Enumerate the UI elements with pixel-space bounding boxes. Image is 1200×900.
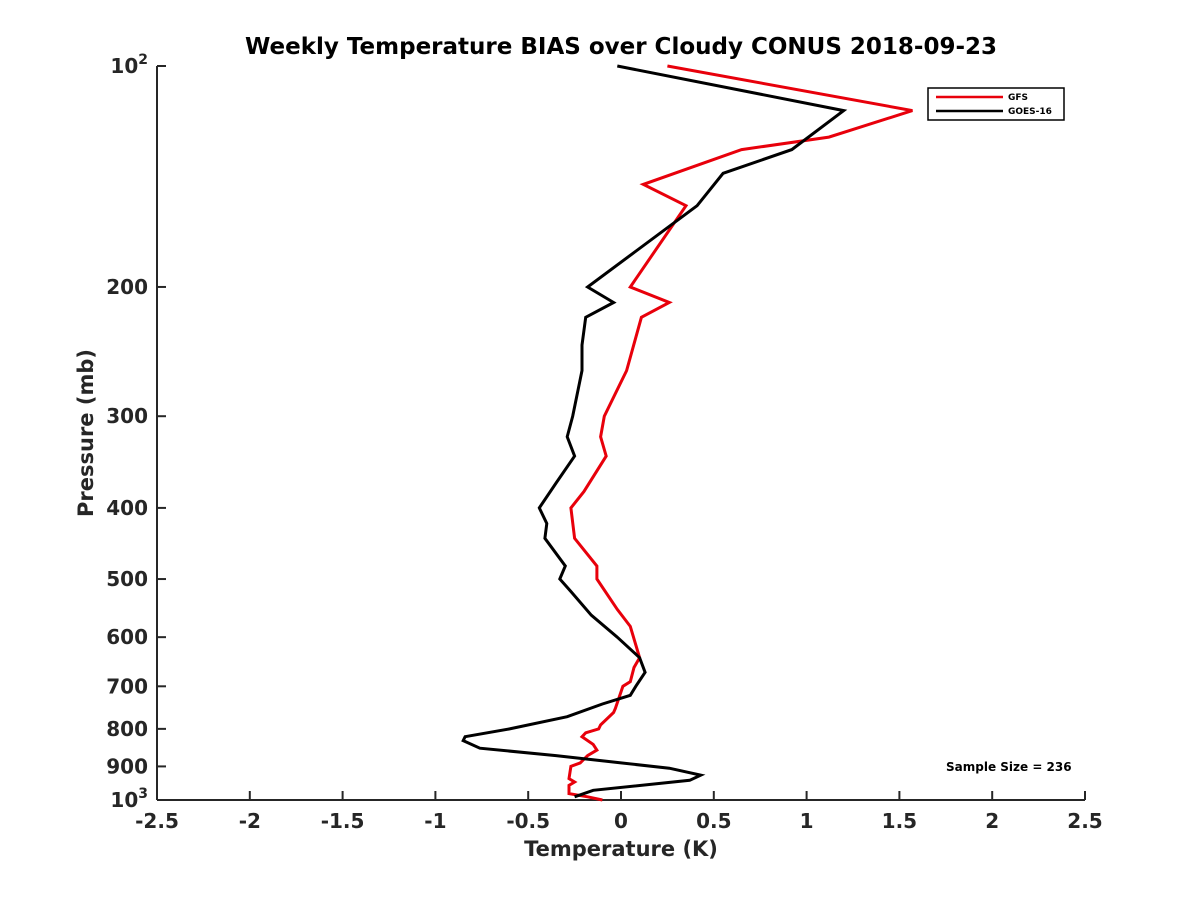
x-tick-label: -2 [239, 809, 261, 833]
axes: -2.5 -2 -1.5 -1 -0.5 0 0.5 1 1.5 2 2.5102200300400… [106, 52, 1102, 833]
y-tick-base: 10 [110, 54, 138, 78]
y-tick-exponent: 3 [138, 786, 148, 802]
y-tick-label: 103 [110, 786, 148, 812]
legend: GFS GOES-16 [927, 87, 1065, 121]
y-tick-base: 10 [110, 788, 138, 812]
chart-title: Weekly Temperature BIAS over Cloudy CONU… [245, 34, 997, 60]
y-tick-label: 900 [106, 754, 148, 778]
x-tick-label: -1.5 [321, 809, 365, 833]
y-tick-label: 800 [106, 717, 148, 741]
legend-box [927, 87, 1065, 121]
legend-label-gfs: GFS [1008, 93, 1028, 103]
x-tick-label: -2.5 [135, 809, 179, 833]
x-tick-label: 2.5 [1067, 809, 1102, 833]
x-tick-label: 0 [614, 809, 628, 833]
x-axis-label: Temperature (K) [524, 837, 718, 861]
y-tick-exponent: 2 [138, 52, 148, 68]
sample-size-annotation: Sample Size = 236 [946, 760, 1072, 774]
y-tick-label: 700 [106, 674, 148, 698]
x-tick-label: -0.5 [506, 809, 550, 833]
y-tick-label: 600 [106, 625, 148, 649]
y-tick-label: 500 [106, 567, 148, 591]
x-tick-label: 1.5 [882, 809, 917, 833]
x-tick-label: -1 [424, 809, 446, 833]
x-tick-label: 0.5 [696, 809, 731, 833]
series-line-goes16 [461, 64, 848, 799]
y-tick-label: 400 [106, 496, 148, 520]
series-layer [461, 64, 913, 802]
y-tick-label: 200 [106, 275, 148, 299]
y-tick-label: 102 [110, 52, 148, 78]
y-tick-label: 300 [106, 404, 148, 428]
y-axis-label: Pressure (mb) [74, 349, 98, 517]
x-tick-label: 1 [800, 809, 814, 833]
x-tick-label: 2 [985, 809, 999, 833]
legend-label-goes16: GOES-16 [1008, 107, 1052, 117]
